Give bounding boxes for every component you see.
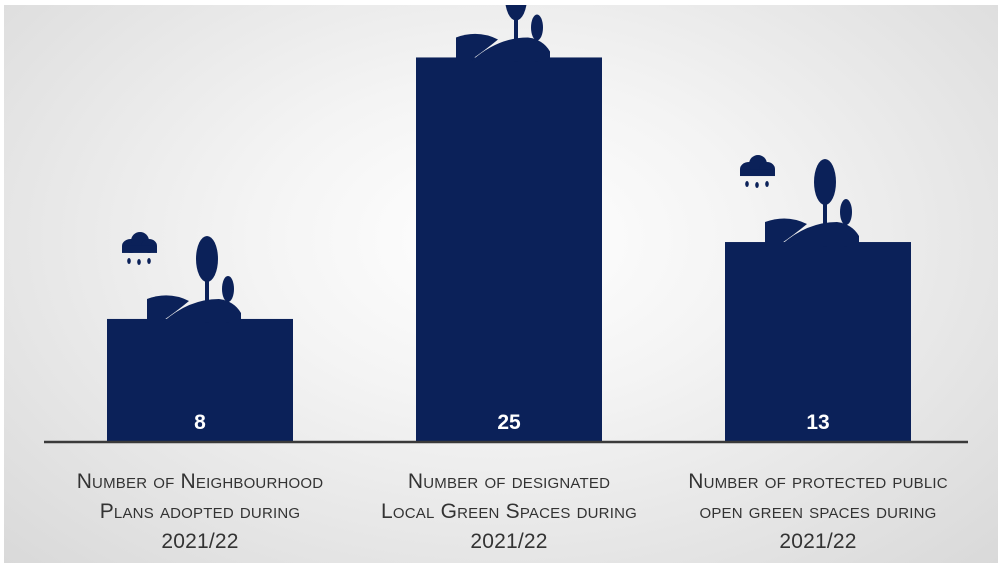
landscape-rain-tree-icon <box>740 155 859 247</box>
bar-chart: 8 25 13 <box>44 5 968 444</box>
bars-group: 8 25 13 <box>107 5 911 443</box>
bar-1 <box>107 318 293 442</box>
bar-value-label-2: 25 <box>497 411 521 434</box>
category-label-1: Number of Neighbourhood Plans adopted du… <box>76 470 324 553</box>
bar-value-label-1: 8 <box>194 411 206 434</box>
bar-2 <box>416 57 602 443</box>
landscape-rain-tree-icon <box>431 5 550 62</box>
chart-panel: 8 25 13 Number of Neighbourhood Plans adop… <box>4 5 998 563</box>
category-label-2: Number of designated Local Green Spaces … <box>381 470 637 553</box>
category-label-3: Number of protected public open green sp… <box>688 470 948 553</box>
landscape-rain-tree-icon <box>122 231 241 323</box>
bar-3 <box>725 242 911 442</box>
bar-value-label-3: 13 <box>806 411 829 434</box>
